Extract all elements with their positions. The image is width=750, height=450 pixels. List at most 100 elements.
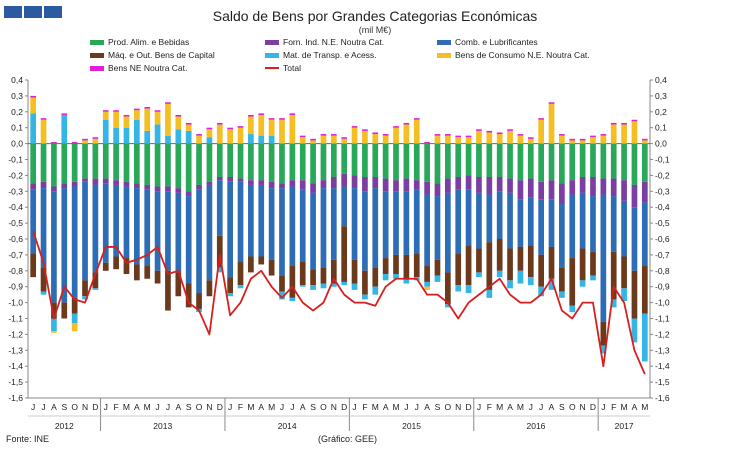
bar-segment-machinery	[424, 266, 430, 282]
bar-segment-transport	[362, 294, 368, 300]
bar-segment-food	[299, 143, 306, 181]
bar-segment-other	[154, 110, 161, 112]
bar-segment-industrial	[144, 184, 151, 190]
bar-segment-fuel	[445, 192, 451, 273]
bar-segment-transport	[185, 130, 192, 144]
bar-segment-food	[237, 143, 244, 179]
bar-segment-food	[206, 143, 213, 182]
bar-segment-fuel	[299, 189, 306, 262]
bar-segment-transport	[476, 272, 482, 278]
bar-segment-fuel	[372, 188, 379, 268]
month-tick-label: N	[455, 402, 461, 412]
month-tick-label: D	[341, 402, 347, 412]
y-tick-label-left: -1,2	[8, 329, 23, 339]
bar-segment-industrial	[320, 180, 327, 189]
bar-segment-industrial	[82, 178, 88, 182]
month-tick-label: A	[134, 402, 140, 412]
month-tick-label: M	[372, 402, 379, 412]
bar-segment-transport	[600, 345, 607, 354]
bar-segment-transport	[496, 270, 503, 278]
bar-segment-other	[268, 118, 275, 120]
legend-item-machinery: Máq. e Out. Bens de Capital	[90, 50, 215, 60]
bar-segment-food	[445, 143, 451, 179]
bar-segment-industrial	[134, 183, 140, 189]
bar-segment-fuel	[496, 191, 503, 239]
bar-segment-other	[362, 129, 368, 131]
bar-segment-industrial	[434, 183, 441, 197]
bar-segment-fuel	[476, 192, 482, 249]
bar-segment-fuel	[134, 188, 140, 265]
bar-segment-consumer	[71, 323, 78, 332]
y-tick-label-right: 0,2	[655, 107, 667, 117]
bar-segment-consumer	[40, 119, 47, 144]
bar-segment-consumer	[134, 110, 140, 120]
legend-label-total: Total	[283, 63, 301, 73]
month-tick-label: O	[196, 402, 203, 412]
y-tick-label-right: -1,2	[655, 329, 670, 339]
bar-segment-other	[134, 108, 140, 111]
bar-segment-transport	[51, 318, 57, 332]
bar-segment-food	[144, 143, 151, 185]
year-tick-label: 2017	[615, 421, 634, 431]
bar-segment-transport	[299, 285, 306, 287]
bar-segment-industrial	[310, 183, 316, 193]
y-tick-label-left: -0,7	[8, 250, 23, 260]
bar-segment-machinery	[600, 321, 607, 346]
bar-segment-consumer	[30, 97, 37, 114]
bar-segment-other	[341, 137, 348, 139]
bar-segment-transport	[154, 124, 161, 144]
bar-segment-machinery	[299, 261, 306, 286]
legend-swatch-other	[90, 65, 104, 71]
bar-segment-consumer	[123, 116, 130, 128]
bar-segment-food	[455, 143, 462, 177]
bar-segment-fuel	[237, 181, 244, 262]
month-tick-label: A	[632, 402, 638, 412]
bar-segment-other	[465, 135, 472, 138]
bar-segment-transport	[102, 119, 109, 144]
bar-segment-industrial	[517, 180, 524, 200]
bar-segment-industrial	[175, 188, 182, 193]
bar-segment-food	[71, 143, 78, 182]
bar-segment-consumer	[113, 111, 119, 128]
legend-swatch-total	[265, 67, 279, 69]
bar-segment-consumer	[455, 137, 462, 144]
bar-segment-industrial	[372, 176, 379, 189]
bar-segment-industrial	[206, 181, 213, 185]
bar-segment-food	[175, 143, 182, 189]
bar-segment-transport	[517, 270, 524, 284]
bar-segment-food	[40, 143, 47, 182]
bar-segment-food	[61, 143, 68, 184]
month-tick-label: J	[601, 402, 605, 412]
month-tick-label: M	[641, 402, 648, 412]
bar-segment-industrial	[465, 175, 472, 190]
bar-segment-industrial	[71, 181, 78, 187]
month-tick-label: D	[92, 402, 98, 412]
bar-segment-industrial	[393, 180, 399, 192]
bar-segment-industrial	[610, 178, 617, 197]
bar-segment-food	[372, 143, 379, 177]
bar-segment-industrial	[538, 181, 544, 200]
bar-segment-industrial	[486, 176, 493, 195]
gee-logo	[4, 6, 62, 18]
bar-segment-consumer	[362, 130, 368, 144]
legend-label-industrial: Forn. Ind. N.E. Noutra Cat.	[283, 37, 385, 47]
bar-segment-consumer	[165, 103, 171, 136]
month-tick-label: J	[290, 402, 294, 412]
bar-segment-food	[403, 143, 410, 179]
bar-segment-consumer	[92, 138, 99, 144]
bar-segment-transport	[548, 278, 555, 290]
bar-segment-fuel	[362, 191, 368, 271]
bar-segment-consumer	[310, 140, 316, 144]
y-tick-label-left: 0,1	[11, 123, 23, 133]
bar-segment-fuel	[351, 188, 358, 260]
bar-segment-other	[434, 134, 441, 136]
bar-segment-other	[299, 135, 306, 138]
bar-segment-consumer	[548, 103, 555, 144]
bar-segment-transport	[424, 281, 430, 287]
bar-segment-machinery	[175, 272, 182, 297]
bar-segment-industrial	[424, 181, 430, 195]
bar-segment-transport	[559, 291, 565, 298]
y-tick-label-right: -0,9	[655, 282, 670, 292]
bar-segment-transport	[123, 127, 130, 144]
bar-segment-machinery	[559, 267, 565, 292]
